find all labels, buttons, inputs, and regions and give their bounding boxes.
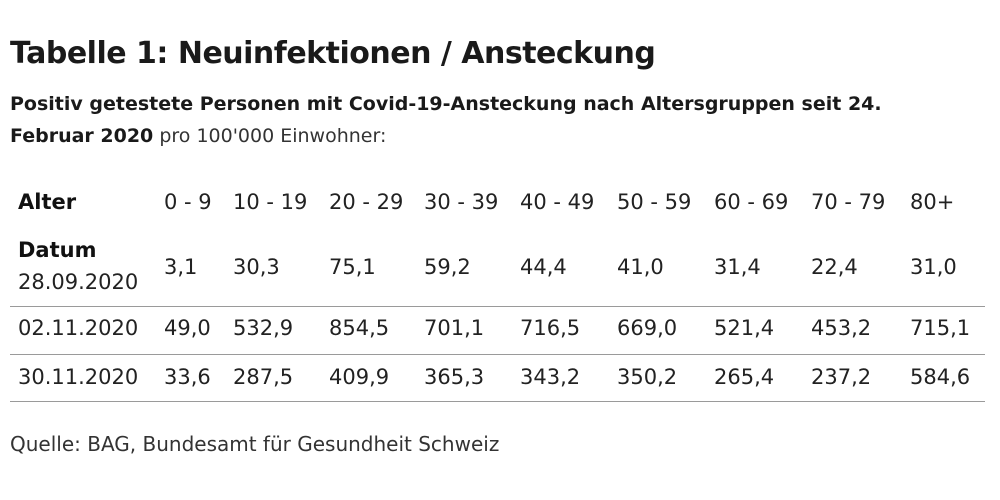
age-group-header: 20 - 29	[329, 190, 404, 214]
subtitle-bold-text: Positiv getestete Personen mit Covid-19-…	[10, 93, 882, 147]
table-cell: 41,0	[617, 255, 664, 279]
age-group-header: 30 - 39	[424, 190, 499, 214]
age-group-header: 80+	[910, 190, 955, 214]
table-subtitle: Positiv getestete Personen mit Covid-19-…	[10, 88, 970, 152]
table-cell: 287,5	[233, 365, 294, 389]
table-cell: 31,4	[714, 255, 761, 279]
row-date: 30.11.2020	[18, 365, 139, 389]
table-cell: 521,4	[714, 316, 775, 340]
table-cell: 59,2	[424, 255, 471, 279]
table-cell: 409,9	[329, 365, 390, 389]
age-group-header: 70 - 79	[811, 190, 886, 214]
table-cell: 49,0	[164, 316, 211, 340]
row-divider	[10, 354, 985, 355]
source-note: Quelle: BAG, Bundesamt für Gesundheit Sc…	[10, 432, 500, 456]
table-cell: 75,1	[329, 255, 376, 279]
table-cell: 350,2	[617, 365, 678, 389]
row-divider	[10, 306, 985, 307]
table-cell: 453,2	[811, 316, 872, 340]
table-cell: 365,3	[424, 365, 485, 389]
row-date: 28.09.2020	[18, 270, 139, 294]
table-cell: 715,1	[910, 316, 971, 340]
table-cell: 33,6	[164, 365, 211, 389]
age-group-header: 60 - 69	[714, 190, 789, 214]
table-title: Tabelle 1: Neuinfektionen / Ansteckung	[10, 36, 656, 71]
row-divider	[10, 401, 985, 402]
table-cell: 343,2	[520, 365, 581, 389]
table-cell: 3,1	[164, 255, 198, 279]
table-cell: 701,1	[424, 316, 485, 340]
row-date: 02.11.2020	[18, 316, 139, 340]
table-cell: 265,4	[714, 365, 775, 389]
age-group-header: 0 - 9	[164, 190, 212, 214]
table-cell: 22,4	[811, 255, 858, 279]
table-cell: 44,4	[520, 255, 567, 279]
header-label-alter: Alter	[18, 190, 77, 214]
table-cell: 669,0	[617, 316, 678, 340]
table-cell: 532,9	[233, 316, 294, 340]
table-cell: 31,0	[910, 255, 957, 279]
table-cell: 584,6	[910, 365, 971, 389]
age-group-header: 40 - 49	[520, 190, 595, 214]
subtitle-unit-text: pro 100'000 Einwohner:	[153, 125, 387, 147]
table-cell: 237,2	[811, 365, 872, 389]
table-cell: 716,5	[520, 316, 581, 340]
age-group-header: 50 - 59	[617, 190, 692, 214]
table-cell: 30,3	[233, 255, 280, 279]
header-label-datum: Datum	[18, 238, 97, 262]
table-cell: 854,5	[329, 316, 390, 340]
age-group-header: 10 - 19	[233, 190, 308, 214]
